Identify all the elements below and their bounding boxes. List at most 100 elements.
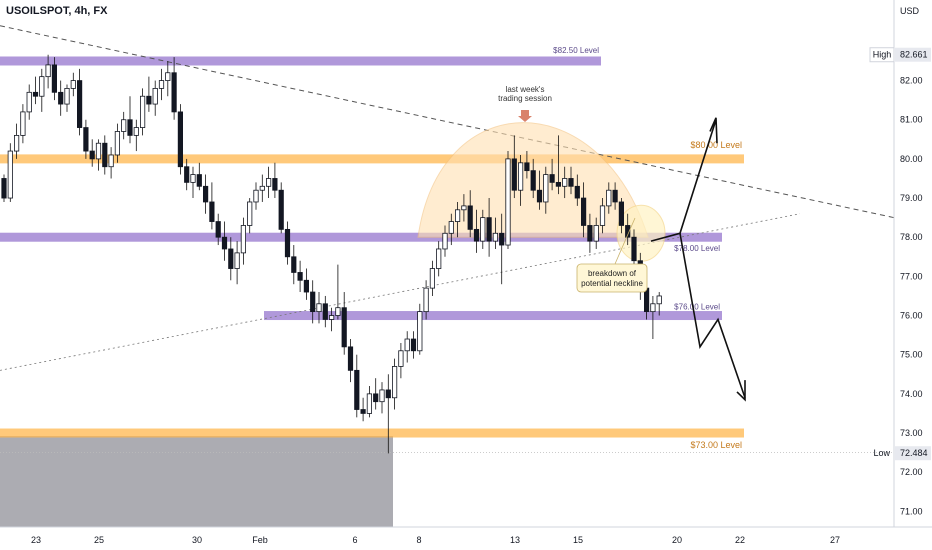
candle[interactable] — [625, 213, 631, 246]
candle[interactable] — [95, 139, 102, 171]
candle[interactable] — [473, 209, 480, 253]
candle[interactable] — [1, 174, 7, 202]
candle[interactable] — [347, 339, 354, 383]
candle[interactable] — [429, 260, 436, 296]
candle[interactable] — [391, 358, 398, 410]
candle[interactable] — [461, 194, 467, 222]
candle[interactable] — [102, 135, 108, 175]
candle[interactable] — [417, 303, 423, 355]
candle[interactable] — [366, 386, 373, 418]
candle[interactable] — [89, 139, 95, 167]
candle[interactable] — [13, 123, 20, 159]
candle[interactable] — [328, 307, 335, 332]
candle[interactable] — [196, 162, 202, 191]
candle[interactable] — [341, 292, 347, 355]
candle[interactable] — [77, 68, 83, 136]
candle[interactable] — [70, 72, 76, 97]
candle[interactable] — [108, 147, 114, 179]
candle[interactable] — [593, 217, 599, 249]
candle[interactable] — [184, 158, 190, 191]
candle[interactable] — [20, 104, 26, 144]
candle[interactable] — [7, 143, 13, 202]
candle[interactable] — [228, 237, 234, 281]
candle[interactable] — [215, 213, 221, 246]
candle[interactable] — [530, 158, 536, 199]
candle[interactable] — [259, 174, 265, 202]
candle[interactable] — [158, 68, 165, 101]
candle[interactable] — [410, 331, 417, 359]
candle[interactable] — [549, 158, 555, 191]
candle[interactable] — [568, 166, 574, 195]
candle[interactable] — [436, 241, 442, 277]
candle[interactable] — [480, 209, 486, 249]
candle[interactable] — [612, 182, 618, 210]
candle[interactable] — [385, 374, 391, 454]
candle[interactable] — [202, 174, 209, 214]
candle[interactable] — [555, 135, 562, 195]
candle[interactable] — [146, 76, 152, 112]
candle[interactable] — [303, 268, 310, 300]
candle[interactable] — [354, 354, 360, 418]
candle[interactable] — [581, 182, 587, 238]
candle[interactable] — [139, 88, 146, 136]
candle[interactable] — [310, 280, 316, 324]
candle[interactable] — [398, 342, 404, 379]
candle[interactable] — [133, 119, 139, 152]
candle[interactable] — [58, 80, 64, 116]
candle[interactable] — [448, 213, 454, 246]
candle[interactable] — [536, 170, 543, 210]
candle[interactable] — [190, 166, 196, 199]
candle[interactable] — [51, 57, 58, 101]
candle[interactable] — [335, 264, 341, 320]
candle[interactable] — [316, 292, 322, 324]
candle[interactable] — [171, 57, 177, 120]
candle[interactable] — [492, 217, 499, 249]
candle[interactable] — [278, 182, 284, 234]
candle[interactable] — [83, 119, 89, 159]
candle[interactable] — [165, 60, 171, 97]
candle[interactable] — [499, 213, 505, 285]
candle[interactable] — [152, 80, 158, 116]
candle[interactable] — [656, 292, 662, 316]
candle[interactable] — [524, 151, 530, 179]
candle[interactable] — [587, 213, 593, 253]
candle[interactable] — [606, 182, 612, 214]
candle[interactable] — [486, 198, 492, 257]
candle[interactable] — [442, 225, 448, 257]
candle[interactable] — [360, 397, 366, 422]
candle[interactable] — [253, 182, 259, 210]
candle[interactable] — [379, 382, 385, 414]
candle[interactable] — [247, 198, 253, 234]
candle[interactable] — [39, 68, 45, 112]
candle[interactable] — [618, 198, 625, 234]
candle[interactable] — [265, 166, 272, 199]
candle[interactable] — [121, 111, 127, 140]
candle[interactable] — [511, 135, 517, 199]
candle[interactable] — [234, 241, 240, 285]
candle[interactable] — [631, 229, 637, 269]
candle[interactable] — [599, 198, 606, 234]
candle[interactable] — [272, 162, 278, 199]
candle[interactable] — [404, 331, 410, 363]
candle[interactable] — [423, 280, 429, 320]
candle[interactable] — [373, 378, 379, 410]
candle[interactable] — [505, 151, 511, 249]
candle[interactable] — [291, 245, 297, 285]
candle[interactable] — [221, 221, 228, 261]
candle[interactable] — [297, 260, 303, 293]
candle[interactable] — [543, 166, 549, 214]
candle[interactable] — [45, 54, 51, 89]
candle[interactable] — [240, 217, 246, 265]
candles[interactable] — [1, 54, 662, 454]
candle[interactable] — [114, 123, 120, 163]
candle[interactable] — [467, 190, 473, 238]
candle[interactable] — [650, 295, 656, 340]
candle[interactable] — [177, 104, 183, 175]
candle[interactable] — [127, 96, 133, 144]
candle[interactable] — [26, 84, 32, 120]
candle[interactable] — [562, 166, 568, 199]
candle[interactable] — [64, 84, 70, 112]
candle[interactable] — [32, 76, 39, 105]
candle[interactable] — [574, 174, 580, 206]
